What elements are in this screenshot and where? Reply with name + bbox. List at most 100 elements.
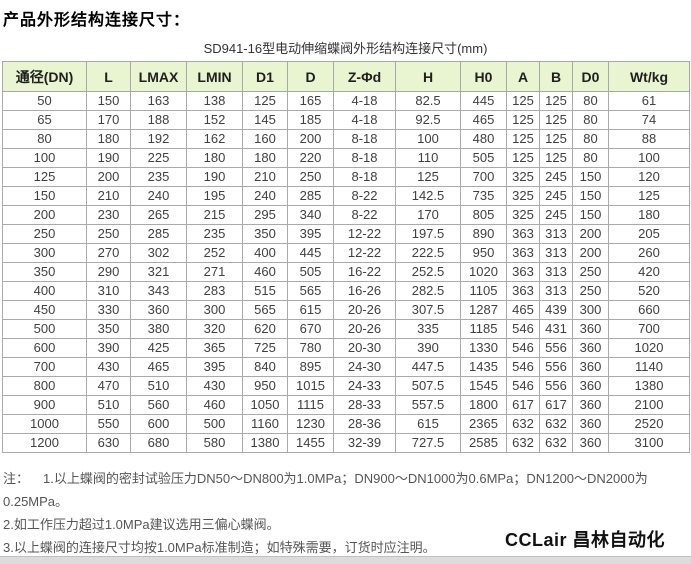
table-cell: 556 bbox=[539, 357, 573, 377]
table-cell: 20-30 bbox=[333, 338, 396, 358]
table-cell: 61 bbox=[608, 91, 690, 111]
table-cell: 1330 bbox=[460, 338, 507, 358]
table-cell: 363 bbox=[506, 224, 540, 244]
table-cell: 125 bbox=[608, 186, 690, 206]
table-cell: 632 bbox=[539, 414, 573, 434]
table-cell: 285 bbox=[287, 186, 334, 206]
spec-table: 通径(DN) L LMAX LMIN D1 D Z-Φd H H0 A B D0 Wt/kg 50 150… bbox=[2, 61, 690, 453]
table-cell: 950 bbox=[460, 243, 507, 263]
table-row: 800 470 510 430 950 1015 24-33 507.5 1545 546 556 3… bbox=[2, 376, 690, 396]
table-cell: 727.5 bbox=[395, 433, 461, 453]
table-cell: 125 bbox=[539, 110, 573, 130]
table-cell: 82.5 bbox=[395, 91, 461, 111]
table-cell: 250 bbox=[86, 224, 131, 244]
table-cell: 265 bbox=[130, 205, 187, 225]
table-cell: 300 bbox=[2, 243, 87, 263]
table-cell: 900 bbox=[2, 395, 87, 415]
table-cell: 145 bbox=[242, 110, 288, 130]
table-cell: 245 bbox=[539, 205, 573, 225]
column-header: D bbox=[287, 61, 334, 92]
table-cell: 680 bbox=[130, 433, 187, 453]
column-header: D0 bbox=[572, 61, 609, 92]
table-cell: 565 bbox=[242, 300, 288, 320]
table-cell: 1020 bbox=[608, 338, 690, 358]
table-cell: 1380 bbox=[242, 433, 288, 453]
note-1: 注： 1.以上蝶阀的密封试验压力DN50～DN800为1.0MPa；DN900～D… bbox=[3, 467, 688, 513]
table-cell: 360 bbox=[572, 357, 609, 377]
table-cell: 200 bbox=[2, 205, 87, 225]
table-cell: 192 bbox=[130, 129, 187, 149]
table-cell: 390 bbox=[86, 338, 131, 358]
table-cell: 125 bbox=[506, 91, 540, 111]
table-cell: 1435 bbox=[460, 357, 507, 377]
table-row: 450 330 360 300 565 615 20-26 307.5 1287 465 439 30… bbox=[2, 300, 690, 320]
table-cell: 65 bbox=[2, 110, 87, 130]
table-cell: 8-22 bbox=[333, 205, 396, 225]
table-cell: 313 bbox=[539, 224, 573, 244]
table-cell: 430 bbox=[186, 376, 243, 396]
table-cell: 8-22 bbox=[333, 186, 396, 206]
table-cell: 20-26 bbox=[333, 319, 396, 339]
table-cell: 313 bbox=[539, 262, 573, 282]
table-cell: 313 bbox=[539, 243, 573, 263]
column-header: LMIN bbox=[186, 61, 243, 92]
table-cell: 150 bbox=[572, 167, 609, 187]
table-cell: 230 bbox=[86, 205, 131, 225]
table-cell: 245 bbox=[539, 186, 573, 206]
table-cell: 200 bbox=[572, 243, 609, 263]
table-cell: 780 bbox=[287, 338, 334, 358]
table-cell: 360 bbox=[572, 414, 609, 434]
table-cell: 360 bbox=[572, 433, 609, 453]
table-cell: 632 bbox=[506, 433, 540, 453]
table-cell: 12-22 bbox=[333, 224, 396, 244]
table-cell: 125 bbox=[506, 129, 540, 149]
table-cell: 302 bbox=[130, 243, 187, 263]
table-cell: 546 bbox=[506, 357, 540, 377]
table-cell: 350 bbox=[242, 224, 288, 244]
table-cell: 840 bbox=[242, 357, 288, 377]
table-cell: 505 bbox=[460, 148, 507, 168]
table-cell: 50 bbox=[2, 91, 87, 111]
table-cell: 2365 bbox=[460, 414, 507, 434]
table-cell: 321 bbox=[130, 262, 187, 282]
table-cell: 335 bbox=[395, 319, 461, 339]
table-cell: 4-18 bbox=[333, 91, 396, 111]
table-cell: 950 bbox=[242, 376, 288, 396]
table-header-row: 通径(DN) L LMAX LMIN D1 D Z-Φd H H0 A B D0 Wt/kg bbox=[2, 61, 690, 92]
table-cell: 350 bbox=[2, 262, 87, 282]
table-cell: 100 bbox=[2, 148, 87, 168]
table-row: 65 170 188 152 145 185 4-18 92.5 465 125 125 80 74 bbox=[2, 110, 690, 130]
table-cell: 180 bbox=[186, 148, 243, 168]
table-cell: 360 bbox=[572, 395, 609, 415]
table-cell: 380 bbox=[130, 319, 187, 339]
table-row: 500 350 380 320 620 670 20-26 335 1185 546 431 360 7… bbox=[2, 319, 690, 339]
table-row: 900 510 560 460 1050 1115 28-33 557.5 1800 617 617… bbox=[2, 395, 690, 415]
table-cell: 632 bbox=[506, 414, 540, 434]
table-cell: 250 bbox=[2, 224, 87, 244]
table-cell: 465 bbox=[460, 110, 507, 130]
table-cell: 556 bbox=[539, 338, 573, 358]
table-cell: 515 bbox=[242, 281, 288, 301]
table-cell: 360 bbox=[572, 376, 609, 396]
table-cell: 88 bbox=[608, 129, 690, 149]
table-cell: 465 bbox=[130, 357, 187, 377]
table-cell: 450 bbox=[2, 300, 87, 320]
table-cell: 1140 bbox=[608, 357, 690, 377]
table-cell: 252.5 bbox=[395, 262, 461, 282]
table-cell: 1230 bbox=[287, 414, 334, 434]
table-cell: 245 bbox=[539, 167, 573, 187]
table-cell: 325 bbox=[506, 186, 540, 206]
table-cell: 125 bbox=[539, 129, 573, 149]
table-cell: 1020 bbox=[460, 262, 507, 282]
table-cell: 250 bbox=[572, 262, 609, 282]
table-cell: 632 bbox=[539, 433, 573, 453]
table-cell: 507.5 bbox=[395, 376, 461, 396]
table-cell: 363 bbox=[506, 262, 540, 282]
table-cell: 12-22 bbox=[333, 243, 396, 263]
brand-logo-text: CCLair 昌林自动化 bbox=[504, 530, 665, 550]
note-1-text: 1.以上蝶阀的密封试验压力DN50～DN800为1.0MPa；DN900～DN1… bbox=[3, 471, 648, 509]
table-cell: 80 bbox=[2, 129, 87, 149]
table-cell: 615 bbox=[395, 414, 461, 434]
table-cell: 150 bbox=[572, 205, 609, 225]
table-cell: 195 bbox=[186, 186, 243, 206]
